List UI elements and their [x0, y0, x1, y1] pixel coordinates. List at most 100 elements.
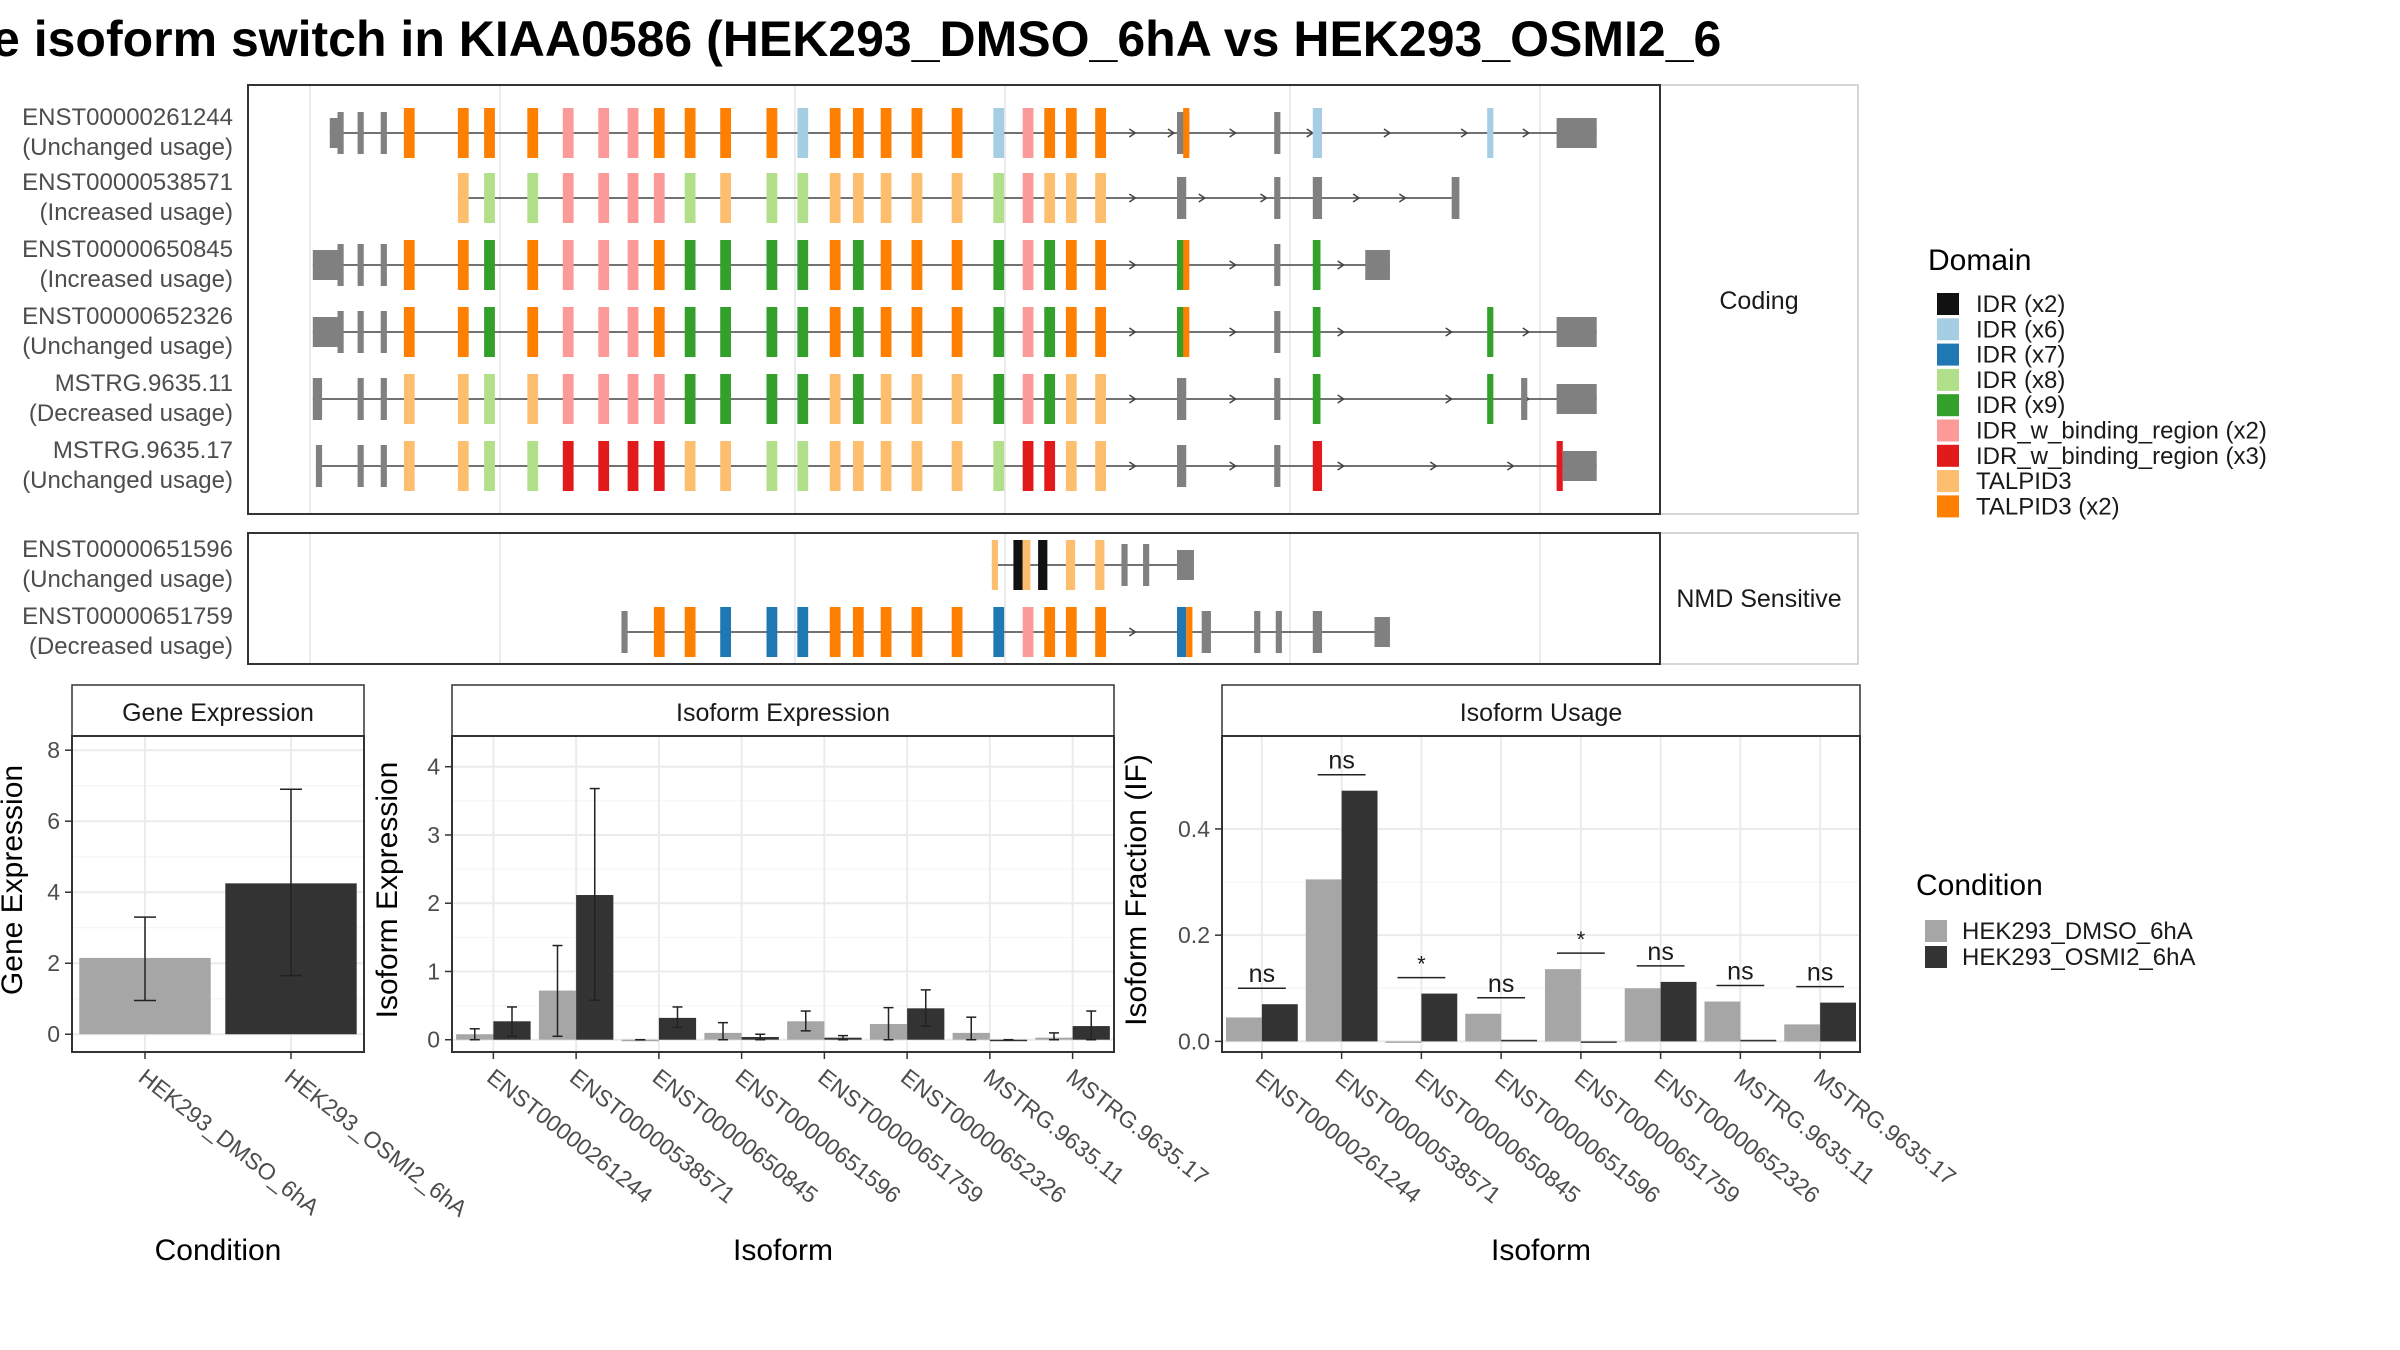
- exon-block: [403, 108, 415, 158]
- transcript-id-label: ENST00000650845: [22, 236, 233, 263]
- strand-arrow: [1128, 128, 1137, 138]
- exon-block: [598, 108, 610, 158]
- chart-border: [71, 735, 365, 1053]
- exon-block: [484, 374, 495, 424]
- strand-arrow: [1352, 193, 1361, 203]
- chart-title: Gene Expression: [122, 699, 314, 727]
- transcript-usage-label: (Decreased usage): [29, 633, 233, 660]
- bar: [1704, 1001, 1741, 1042]
- strand-arrow: [1128, 461, 1137, 471]
- exon-block: [1487, 108, 1494, 158]
- x-axis-title: Isoform: [733, 1234, 833, 1267]
- exon-block: [720, 240, 732, 290]
- exon-block: [911, 607, 923, 657]
- significance-label: *: [1417, 952, 1426, 977]
- transcript-usage-label: (Unchanged usage): [22, 566, 233, 593]
- chart-strip: [71, 684, 365, 737]
- exon-block: [880, 240, 892, 290]
- exon-block: [1095, 441, 1107, 491]
- exon-block: [598, 173, 610, 223]
- domain-legend-swatch: [1937, 495, 1959, 518]
- bar: [1501, 1039, 1538, 1042]
- exon-block: [951, 108, 963, 158]
- exon-block: [880, 607, 892, 657]
- strand-arrow: [1128, 394, 1137, 404]
- y-tick-label: 2: [47, 950, 60, 976]
- transcript-structure-panel: Coding ENST00000261244 (Unchanged usage) EN…: [22, 84, 1859, 665]
- exon-block: [1183, 307, 1190, 357]
- exon-block: [1365, 250, 1390, 280]
- exon-block: [1065, 108, 1077, 158]
- exon-block: [1274, 177, 1281, 219]
- exon-block: [911, 307, 923, 357]
- exon-block: [653, 240, 665, 290]
- transcript-usage-label: (Unchanged usage): [22, 333, 233, 360]
- condition-legend-label: HEK293_DMSO_6hA: [1962, 918, 2193, 945]
- exon-block: [1044, 108, 1056, 158]
- transcript-id-label: ENST00000261244: [22, 104, 233, 131]
- bar: [1225, 1017, 1262, 1042]
- exon-block: [598, 240, 610, 290]
- exon-block: [598, 374, 610, 424]
- exon-block: [993, 374, 1005, 424]
- y-axis-title: Isoform Fraction (IF): [1120, 754, 1153, 1026]
- exon-block: [720, 307, 732, 357]
- exon-block: [1044, 607, 1056, 657]
- facet-strip: [1659, 532, 1859, 665]
- exon-block: [457, 108, 469, 158]
- exon-block: [527, 173, 539, 223]
- exon-block: [911, 173, 923, 223]
- exon-block: [684, 607, 696, 657]
- domain-legend-label: IDR (x9): [1976, 392, 2065, 419]
- domain-legend-swatch: [1937, 293, 1959, 315]
- exon-block: [403, 374, 415, 424]
- exon-block: [911, 240, 923, 290]
- condition-legend-label: HEK293_OSMI2_6hA: [1962, 944, 2195, 971]
- exon-block: [457, 441, 469, 491]
- exon-block: [829, 374, 841, 424]
- strand-arrow: [1506, 461, 1515, 471]
- y-tick-label: 0: [427, 1027, 440, 1053]
- exon-block: [880, 374, 892, 424]
- chart-border: [451, 735, 1115, 1053]
- exon-block: [1176, 445, 1187, 487]
- exon-block: [797, 441, 809, 491]
- y-axis-title: Isoform Expression: [371, 762, 404, 1019]
- bar: [1261, 1004, 1298, 1042]
- exon-block: [562, 240, 574, 290]
- exon-block: [403, 441, 415, 491]
- exon-block: [527, 108, 539, 158]
- exon-block: [852, 441, 864, 491]
- transcript-usage-label: (Increased usage): [40, 266, 233, 293]
- strand-arrow: [1337, 461, 1346, 471]
- exon-block: [1183, 240, 1190, 290]
- exon-block: [852, 108, 864, 158]
- exon-block: [1022, 173, 1034, 223]
- exon-block: [852, 240, 864, 290]
- gene-expression-chart: Gene Expression02468HEK293_DMSO_6hAHEK29…: [0, 684, 473, 1267]
- exon-block: [1312, 108, 1323, 158]
- exon-block: [766, 240, 778, 290]
- exon-block: [829, 307, 841, 357]
- exon-block: [1176, 307, 1187, 357]
- y-tick-label: 0.4: [1178, 816, 1210, 842]
- y-tick-label: 0.2: [1178, 922, 1210, 948]
- domain-legend-label: TALPID3 (x2): [1976, 493, 2120, 520]
- condition-legend-swatch: [1925, 946, 1947, 968]
- exon-block: [653, 441, 665, 491]
- strand-arrow: [1522, 327, 1531, 337]
- exon-block: [627, 307, 639, 357]
- exon-block: [598, 441, 610, 491]
- exon-block: [1095, 374, 1107, 424]
- transcript-id-label: ENST00000651596: [22, 536, 233, 563]
- exon-block: [1274, 445, 1281, 487]
- exon-block: [1095, 307, 1107, 357]
- exon-block: [1044, 173, 1056, 223]
- exon-block: [911, 441, 923, 491]
- exon-block: [720, 173, 732, 223]
- exon-block: [1095, 108, 1107, 158]
- domain-legend-label: IDR (x2): [1976, 291, 2065, 318]
- strand-arrow: [1337, 327, 1346, 337]
- exon-block: [484, 240, 495, 290]
- exon-block: [1312, 374, 1321, 424]
